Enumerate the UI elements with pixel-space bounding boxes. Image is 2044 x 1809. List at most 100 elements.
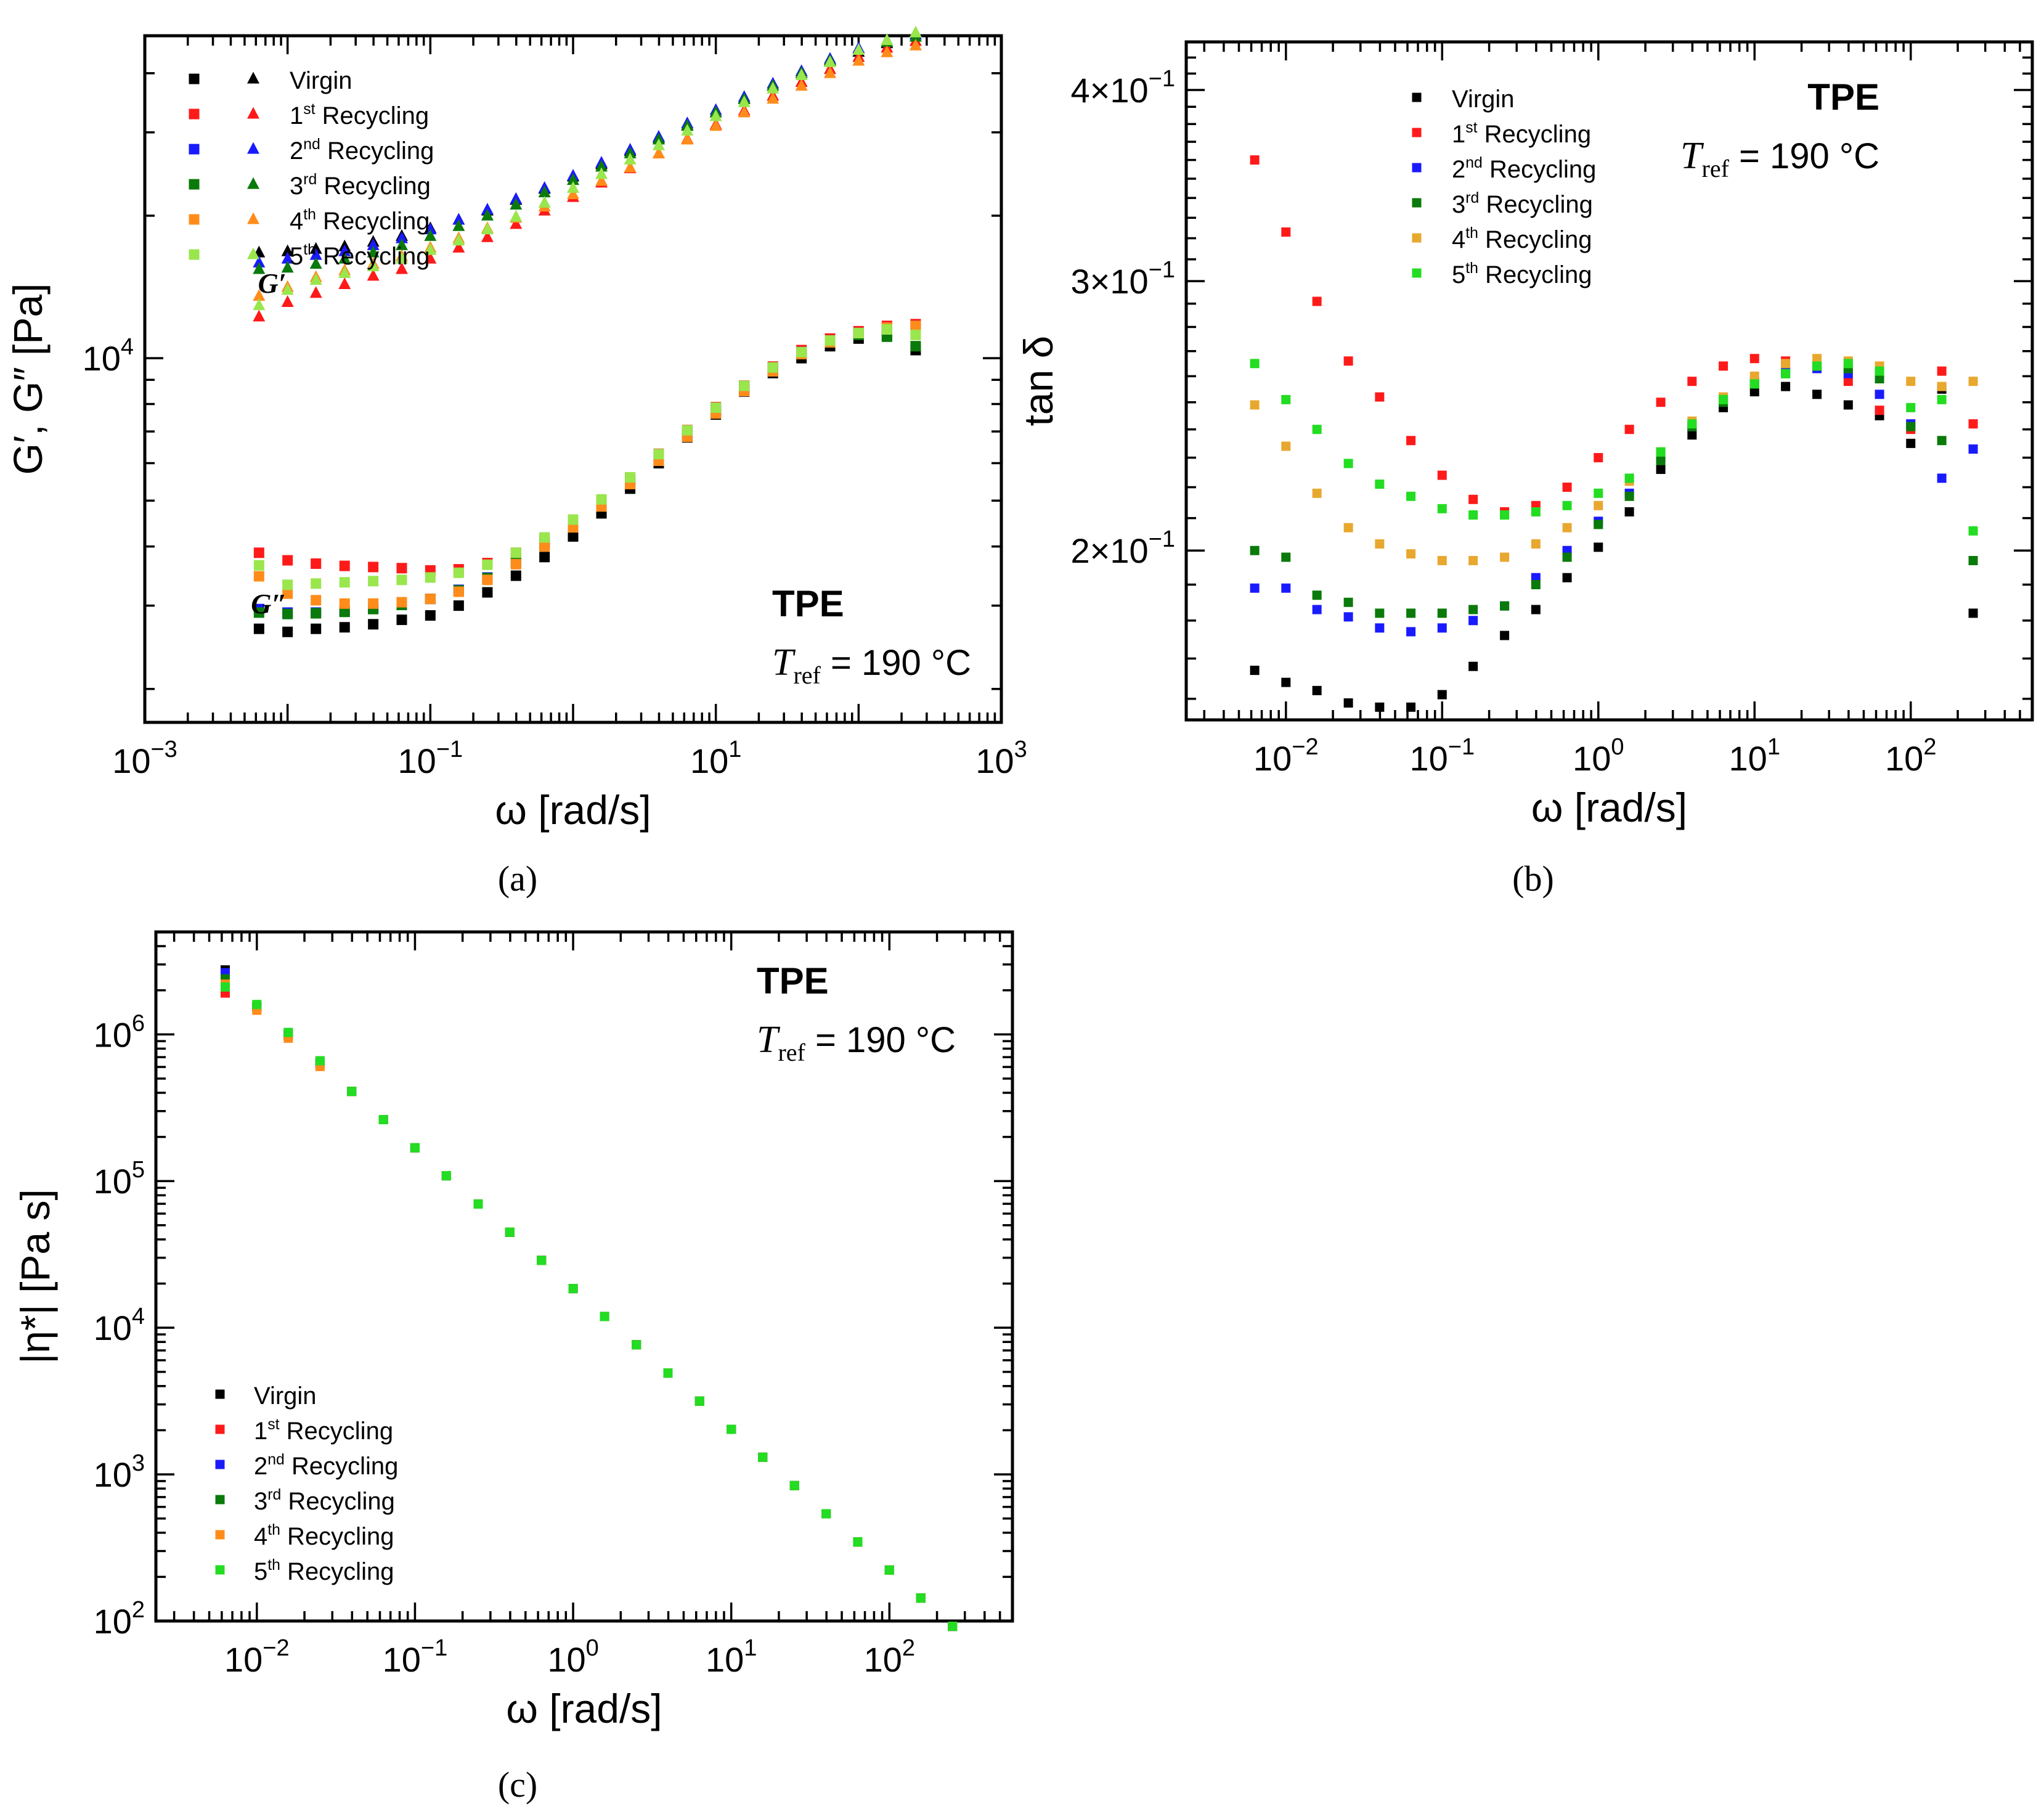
series-group-label: G″ [251,588,287,619]
tan-delta-marker [1812,361,1822,371]
legend-square [189,108,200,120]
tan-delta-marker [1312,605,1322,615]
tan-delta-marker [1312,488,1322,498]
viscosity-marker [347,1087,357,1096]
x-tick-label: 101 [690,737,741,780]
gprime-marker [281,261,294,273]
gprime-marker [396,251,409,264]
gdoubleprime-marker [282,555,293,566]
gprime-marker [424,251,437,264]
gdoubleprime-marker [282,626,293,637]
gprime-marker [567,173,579,186]
gprime-marker [824,55,837,67]
gdoubleprime-marker [568,514,579,525]
gprime-marker [909,25,922,38]
gprime-marker [624,146,637,158]
tan-delta-marker [1343,597,1353,607]
viscosity-marker [315,1056,325,1066]
gdoubleprime-marker [339,598,350,609]
viscosity-marker [252,1000,262,1010]
gprime-marker [481,223,494,235]
legend-square [215,1530,225,1540]
gdoubleprime-marker [482,559,493,570]
tan-delta-marker [1624,491,1634,501]
y-tick-label: 102 [94,1597,145,1641]
legend-label: 5th Recycling [254,1557,394,1585]
gdoubleprime-marker [539,532,550,543]
tan-delta-marker [1343,459,1353,468]
gprime-marker [795,68,808,80]
legend-label: 3rd Recycling [1452,190,1593,218]
tan-delta-marker [1937,473,1947,483]
panel-a-gprime-gdoubleprime: 10−3 10−1 101 103 104 ω [rad/s] G′, G″ [Pa] G′ G… [5,25,1027,833]
legend-label: Virgin [290,67,352,94]
gdoubleprime-marker [853,327,864,338]
tan-delta-marker [1906,422,1916,431]
gprime-marker [309,256,322,269]
tan-delta-marker [1968,419,1978,429]
tan-delta-marker [1687,419,1697,429]
tan-delta-marker [1312,296,1322,306]
tan-delta-marker [1468,661,1478,671]
x-tick-label: 10−1 [1409,734,1475,778]
tan-delta-marker [1312,425,1322,435]
tan-delta-marker [1875,390,1884,399]
gdoubleprime-marker [510,547,521,558]
tan-delta-marker [1594,488,1603,498]
tan-delta-marker [1749,387,1759,397]
gprime-marker [681,133,694,145]
gdoubleprime-marker [453,586,464,597]
gprime-marker [309,242,322,254]
y-axis-label: G′, G″ [Pa] [5,284,51,475]
gdoubleprime-marker [282,579,293,590]
tan-delta-marker [1719,394,1728,404]
gprime-marker [881,45,894,57]
y-tick-label: 4×10−1 [1071,66,1175,110]
caption-a: (a) [498,859,537,899]
gprime-marker [567,181,579,193]
tan-delta-marker [1437,690,1447,700]
viscosity-marker [789,1480,799,1490]
gprime-marker [253,262,266,274]
tan-delta-marker [1343,698,1353,708]
tan-delta-marker [1594,500,1603,510]
gprime-marker [367,259,380,272]
viscosity-marker [537,1256,547,1265]
gdoubleprime-marker [253,623,264,634]
gdoubleprime-marker [253,607,264,618]
gdoubleprime-marker [711,402,722,413]
tan-delta-marker [1906,402,1916,412]
gprime-marker [424,243,437,255]
gprime-marker [709,119,722,131]
tan-delta-marker [1250,583,1260,593]
legend-square [189,214,200,225]
gdoubleprime-marker [596,494,607,505]
tan-delta-marker [1343,523,1353,533]
tan-delta-marker [1719,361,1728,371]
viscosity-marker [916,1593,926,1603]
tan-delta-marker [1531,580,1541,590]
tan-delta-marker [1406,549,1416,559]
gprime-marker [309,248,322,260]
x-axis-label: ω [rad/s] [506,1686,662,1731]
tan-delta-marker [1562,523,1572,533]
tan-delta-marker [1594,520,1603,529]
gprime-marker [510,198,523,210]
x-tick-label: 101 [1729,734,1780,778]
gprime-marker [681,123,694,136]
gprime-marker [624,152,637,165]
legend-label: 5th Recycling [290,242,430,270]
tan-delta-marker [1906,438,1916,448]
gprime-marker [452,219,465,231]
gdoubleprime-marker [453,567,464,578]
tan-delta-marker [1875,406,1884,415]
tan-delta-marker [1250,359,1260,369]
gprime-marker [767,92,780,104]
gdoubleprime-marker [482,574,493,586]
gdoubleprime-marker [910,329,921,340]
gprime-marker [595,160,608,172]
y-tick-label: 104 [83,334,134,378]
legend-square [1412,128,1422,137]
gprime-marker [367,269,380,281]
gprime-marker [481,208,494,221]
